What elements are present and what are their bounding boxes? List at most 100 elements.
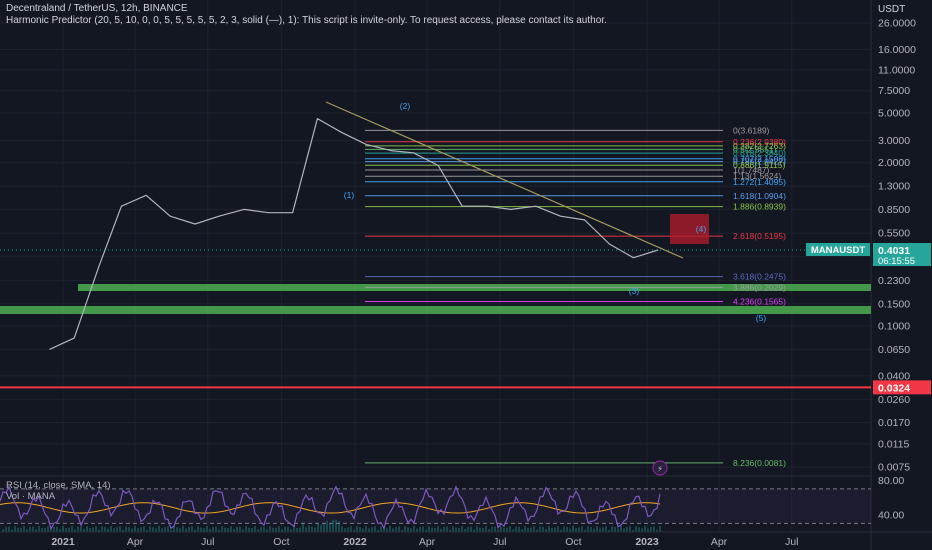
price-tick-label: 0.0075 xyxy=(878,462,910,474)
volume-bar xyxy=(269,526,271,532)
volume-bar xyxy=(500,526,502,532)
volume-bar xyxy=(467,526,469,532)
volume-bar xyxy=(266,529,268,532)
time-tick-label: 2023 xyxy=(635,536,659,548)
volume-bar xyxy=(305,527,307,532)
volume-bar xyxy=(455,527,457,532)
price-axis-panel xyxy=(871,0,932,550)
volume-bar xyxy=(122,529,124,532)
volume-bar xyxy=(458,528,460,532)
volume-bar xyxy=(53,526,55,532)
volume-bar xyxy=(554,527,556,532)
volume-bar xyxy=(29,526,31,532)
fib-label: 0.618(2.3840) xyxy=(733,148,786,158)
volume-bar xyxy=(608,529,610,532)
volume-bar xyxy=(308,525,310,532)
volume-bar xyxy=(119,526,121,532)
fib-label: 0.382(2.7263) xyxy=(733,141,786,151)
volume-bar xyxy=(218,529,220,532)
price-tick-label: 0.0170 xyxy=(878,417,910,429)
volume-bar xyxy=(239,526,241,532)
volume-bar xyxy=(641,528,643,532)
time-axis-ticks: 2021 Apr Jul Oct 2022 Apr Jul Oct 2023 Apr Jul xyxy=(51,536,798,548)
volume-bar xyxy=(392,528,394,532)
volume-bar xyxy=(542,526,544,532)
volume-bar xyxy=(656,529,658,532)
target-zone-box xyxy=(670,214,709,244)
volume-bar xyxy=(26,529,28,532)
volume-bar xyxy=(452,526,454,532)
volume-bar xyxy=(335,519,337,532)
volume-bar xyxy=(215,526,217,532)
volume-bar xyxy=(200,527,202,532)
volume-bar xyxy=(569,528,571,532)
volume-bar xyxy=(368,528,370,532)
volume-bar xyxy=(338,521,340,532)
time-tick-label: 2021 xyxy=(51,536,75,548)
volume-bar xyxy=(140,527,142,532)
volume-bar xyxy=(2,528,4,532)
volume-bar xyxy=(515,526,517,532)
volume-bar xyxy=(599,528,601,532)
volume-bar xyxy=(311,526,313,532)
volume-bar xyxy=(359,527,361,532)
volume-bar xyxy=(146,529,148,532)
volume-bar xyxy=(572,526,574,532)
volume-bar xyxy=(341,526,343,532)
volume-bar xyxy=(557,526,559,532)
fib-label: 3.886(0.2029) xyxy=(733,282,786,292)
volume-bar xyxy=(446,526,448,532)
volume-bar xyxy=(512,529,514,532)
volume-bar xyxy=(5,526,7,532)
volume-bar xyxy=(110,526,112,532)
price-tick-label: 0.0650 xyxy=(878,344,910,356)
volume-bar xyxy=(443,526,445,532)
time-tick-label: Apr xyxy=(419,536,436,548)
volume-bar xyxy=(383,527,385,532)
fib-label: 0.5(2.5551) xyxy=(733,144,777,154)
volume-label: Vol · MANA xyxy=(6,491,56,502)
wave-labels: (1) (2) (3) (4) (5) xyxy=(344,101,767,323)
volume-bar xyxy=(437,526,439,532)
volume-bar xyxy=(83,528,85,532)
volume-bar xyxy=(50,529,52,532)
price-tick-label: 7.5000 xyxy=(878,85,910,97)
volume-bar xyxy=(416,528,418,532)
volume-bar xyxy=(11,529,13,532)
price-tick-label: 0.2300 xyxy=(878,275,910,287)
fib-label: 3.618(0.2475) xyxy=(733,272,786,282)
volume-bar xyxy=(593,528,595,532)
volume-bar xyxy=(488,529,490,532)
volume-bar xyxy=(41,527,43,532)
volume-bar xyxy=(506,527,508,532)
price-tick-label: 1.3000 xyxy=(878,181,910,193)
fib-label: 0.886(1.9115) xyxy=(733,160,785,170)
price-badge-countdown: 06:15:55 xyxy=(878,256,915,267)
volume-bar xyxy=(170,529,172,532)
volume-bar xyxy=(560,529,562,532)
fib-label: 0(3.6189) xyxy=(733,125,770,135)
volume-bar xyxy=(134,526,136,532)
volume-bar xyxy=(14,526,16,532)
volume-bar xyxy=(581,526,583,532)
volume-bar xyxy=(242,529,244,532)
volume-bar xyxy=(629,526,631,532)
fib-label: 1.618(1.0904) xyxy=(733,191,786,201)
volume-bar xyxy=(62,526,64,532)
price-tick-label: 2.0000 xyxy=(878,157,910,169)
volume-bar xyxy=(425,529,427,532)
volume-bar xyxy=(482,527,484,532)
volume-bar xyxy=(68,527,70,532)
volume-bar xyxy=(548,526,550,532)
volume-bar xyxy=(611,526,613,532)
volume-bar xyxy=(113,528,115,532)
volume-bar xyxy=(620,526,622,532)
volume-bar xyxy=(362,528,364,532)
volume-bar xyxy=(509,526,511,532)
volume-bar xyxy=(470,526,472,532)
volume-bar xyxy=(584,529,586,532)
volume-bar xyxy=(248,527,250,532)
volume-bar xyxy=(92,527,94,532)
